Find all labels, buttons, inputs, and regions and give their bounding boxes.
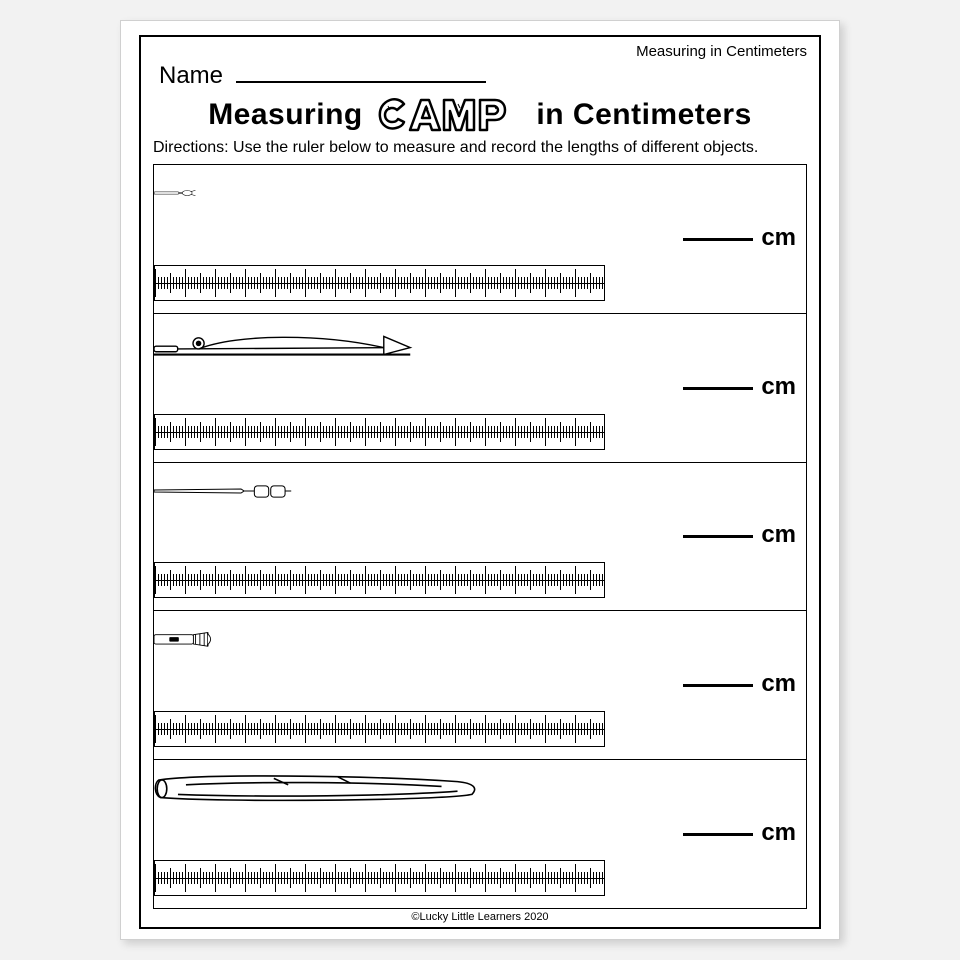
answer-blank[interactable] [683, 830, 753, 836]
unit-label: cm [761, 373, 796, 401]
ruler-icon [154, 562, 605, 598]
task-row: cm [154, 314, 806, 463]
marshmallow-stick-icon [154, 469, 666, 513]
task-row: cm [154, 611, 806, 760]
ruler-icon [154, 414, 605, 450]
unit-label: cm [761, 224, 796, 252]
flashlight-icon [154, 617, 666, 661]
answer-blank[interactable] [683, 384, 753, 390]
title-camp-word [376, 96, 524, 136]
name-blank-line[interactable] [236, 79, 486, 83]
task-row: cm [154, 760, 806, 908]
directions-text: Directions: Use the ruler below to measu… [153, 138, 807, 158]
worksheet-sheet: Measuring in Centimeters Name Measuring [120, 20, 840, 940]
ruler-icon [154, 711, 605, 747]
unit-label: cm [761, 819, 796, 847]
unit-label: cm [761, 521, 796, 549]
task-row: cm [154, 463, 806, 612]
answer-blank[interactable] [683, 532, 753, 538]
log-icon [154, 766, 666, 810]
name-field[interactable]: Name [159, 62, 807, 90]
worksheet-border: Measuring in Centimeters Name Measuring [139, 35, 821, 929]
roasting-fork-icon [154, 171, 666, 215]
measurement-grid: cm [153, 164, 807, 909]
title-pre: Measuring [208, 98, 363, 131]
answer-blank[interactable] [683, 235, 753, 241]
unit-label: cm [761, 670, 796, 698]
copyright-footer: ©Lucky Little Learners 2020 [153, 911, 807, 923]
ruler-icon [154, 860, 605, 896]
fishing-rod-icon [154, 320, 666, 364]
task-row: cm [154, 165, 806, 314]
ruler-icon [154, 265, 605, 301]
name-label: Name [159, 62, 223, 89]
answer-blank[interactable] [683, 681, 753, 687]
title-post: in Centimeters [536, 98, 751, 131]
header-corner-label: Measuring in Centimeters [153, 43, 807, 60]
page-title: Measuring [153, 96, 807, 136]
